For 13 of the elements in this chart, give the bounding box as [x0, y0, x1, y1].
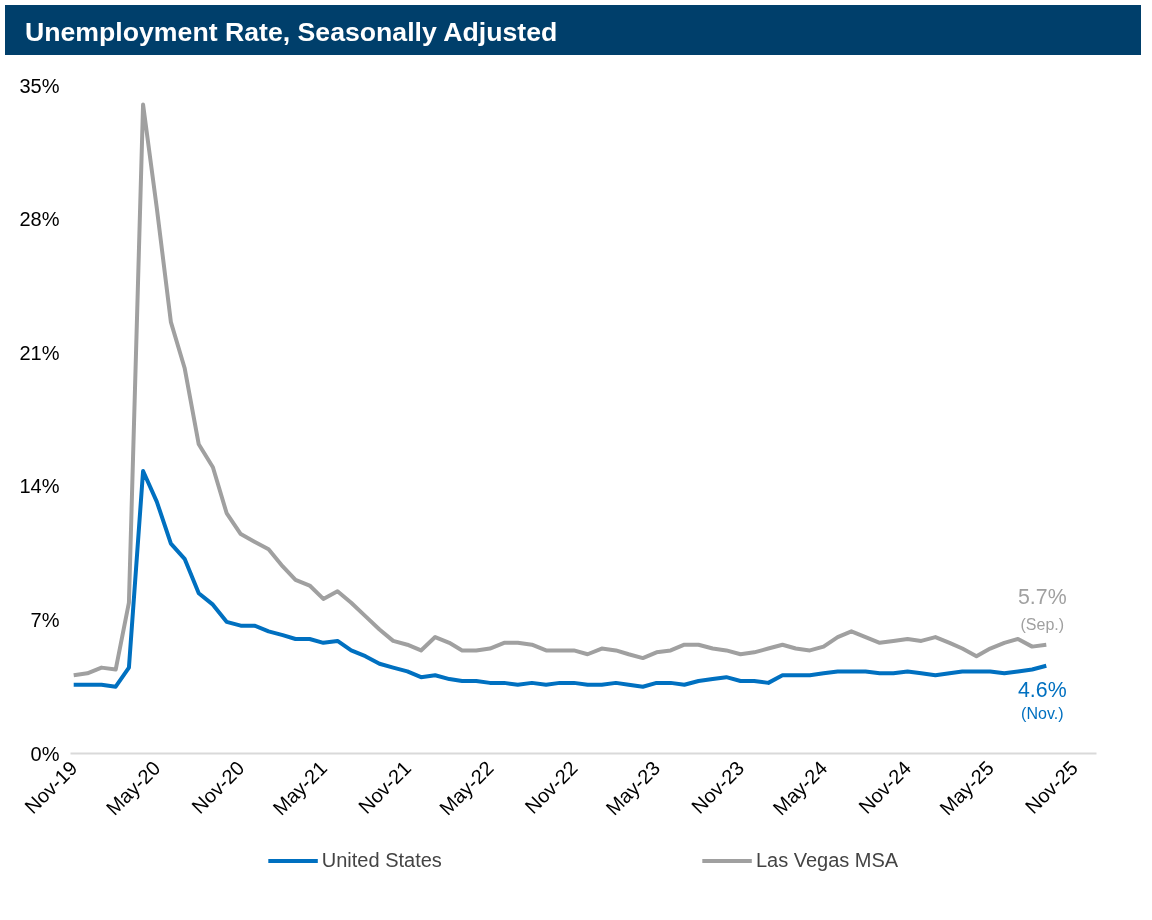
y-tick-label: 35%	[19, 74, 60, 97]
y-tick-label: 28%	[19, 208, 60, 231]
y-tick-label: 0%	[30, 742, 60, 765]
annotation: (Sep.)	[1020, 615, 1065, 633]
chart-title: Unemployment Rate, Seasonally Adjusted	[25, 16, 558, 49]
annotation: 5.7%	[1017, 584, 1067, 609]
legend-label: United States	[321, 848, 442, 872]
y-tick-label: 14%	[19, 475, 60, 498]
annotation: (Nov.)	[1021, 704, 1064, 722]
y-tick-label: 21%	[19, 341, 60, 364]
y-tick-label: 7%	[30, 608, 60, 631]
annotation: 4.6%	[1017, 677, 1067, 702]
legend-label: Las Vegas MSA	[755, 848, 899, 872]
